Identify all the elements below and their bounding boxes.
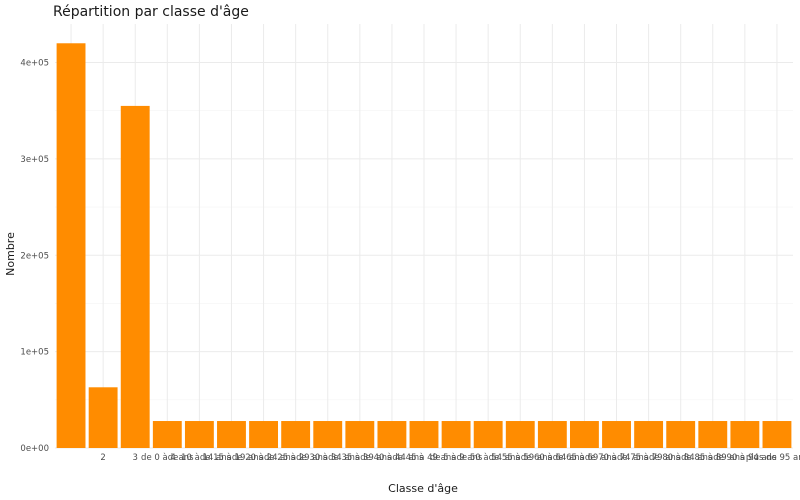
x-tick-label: de 25 à 29 ans (264, 453, 328, 463)
bar (120, 105, 150, 448)
bar (505, 421, 535, 448)
x-tick-label: de 80 à 84 ans (649, 453, 713, 463)
x-tick-label: de 65 à 69 ans (553, 453, 617, 463)
x-tick-label: de 75 à 79 ans (617, 453, 681, 463)
x-tick-label: plus de 95 ans (746, 453, 800, 463)
x-tick-label: de 0 à 4 ans (141, 453, 194, 463)
bar (345, 421, 375, 448)
bar (377, 421, 407, 448)
bar (88, 387, 118, 448)
x-tick-label: de 70 à 74 ans (585, 453, 649, 463)
y-tick-label: 4e+05 (20, 59, 49, 69)
x-tick-label: de 55 à 59 ans (489, 453, 553, 463)
bar (473, 421, 503, 448)
y-axis-ticks: 0e+00 1e+05 2e+05 3e+05 4e+05 (20, 59, 49, 454)
x-tick-label: de 60 à 64 ans (521, 453, 585, 463)
x-tick-label: de 5 à 9 ans (430, 453, 483, 463)
bars (56, 43, 792, 448)
x-tick-label: de 30 à 34 ans (296, 453, 360, 463)
x-tick-label: de 90 à 94 ans (713, 453, 777, 463)
x-tick-label: de 15 à 19 ans (200, 453, 264, 463)
bar (730, 421, 760, 448)
bar (762, 421, 792, 448)
bar (313, 421, 343, 448)
bar (249, 421, 279, 448)
x-tick-label: 3 (133, 453, 138, 463)
bar (56, 43, 86, 448)
y-tick-label: 3e+05 (20, 155, 49, 165)
bar (602, 421, 631, 448)
y-tick-label: 0e+00 (20, 444, 49, 454)
bar (698, 421, 728, 448)
bar (569, 421, 599, 448)
bar (184, 421, 214, 448)
bar (281, 421, 311, 448)
y-tick-label: 1e+05 (20, 348, 49, 358)
bar (666, 421, 696, 448)
bar (537, 421, 567, 448)
x-tick-label: de 20 à 24 ans (232, 453, 296, 463)
x-tick-label: de 85 à 89 ans (681, 453, 745, 463)
bar (634, 421, 664, 448)
y-axis-title: Nombre (4, 232, 17, 276)
x-axis-title: Classe d'âge (388, 482, 458, 495)
x-tick-label: de 10 à 14 ans (168, 453, 232, 463)
bar (217, 421, 246, 448)
x-tick-label: de 45 à 49 ans (392, 453, 456, 463)
bar (441, 421, 471, 448)
x-tick-label: de 40 à 44 ans (360, 453, 424, 463)
bar (152, 421, 182, 448)
chart-title: Répartition par classe d'âge (53, 4, 249, 20)
bar (409, 421, 439, 448)
grid (55, 24, 793, 449)
x-tick-label: de 35 à 39 ans (328, 453, 392, 463)
x-tick-label: de 50 à 54 ans (457, 453, 521, 463)
y-tick-label: 2e+05 (20, 251, 49, 261)
x-tick-label: 2 (100, 453, 105, 463)
